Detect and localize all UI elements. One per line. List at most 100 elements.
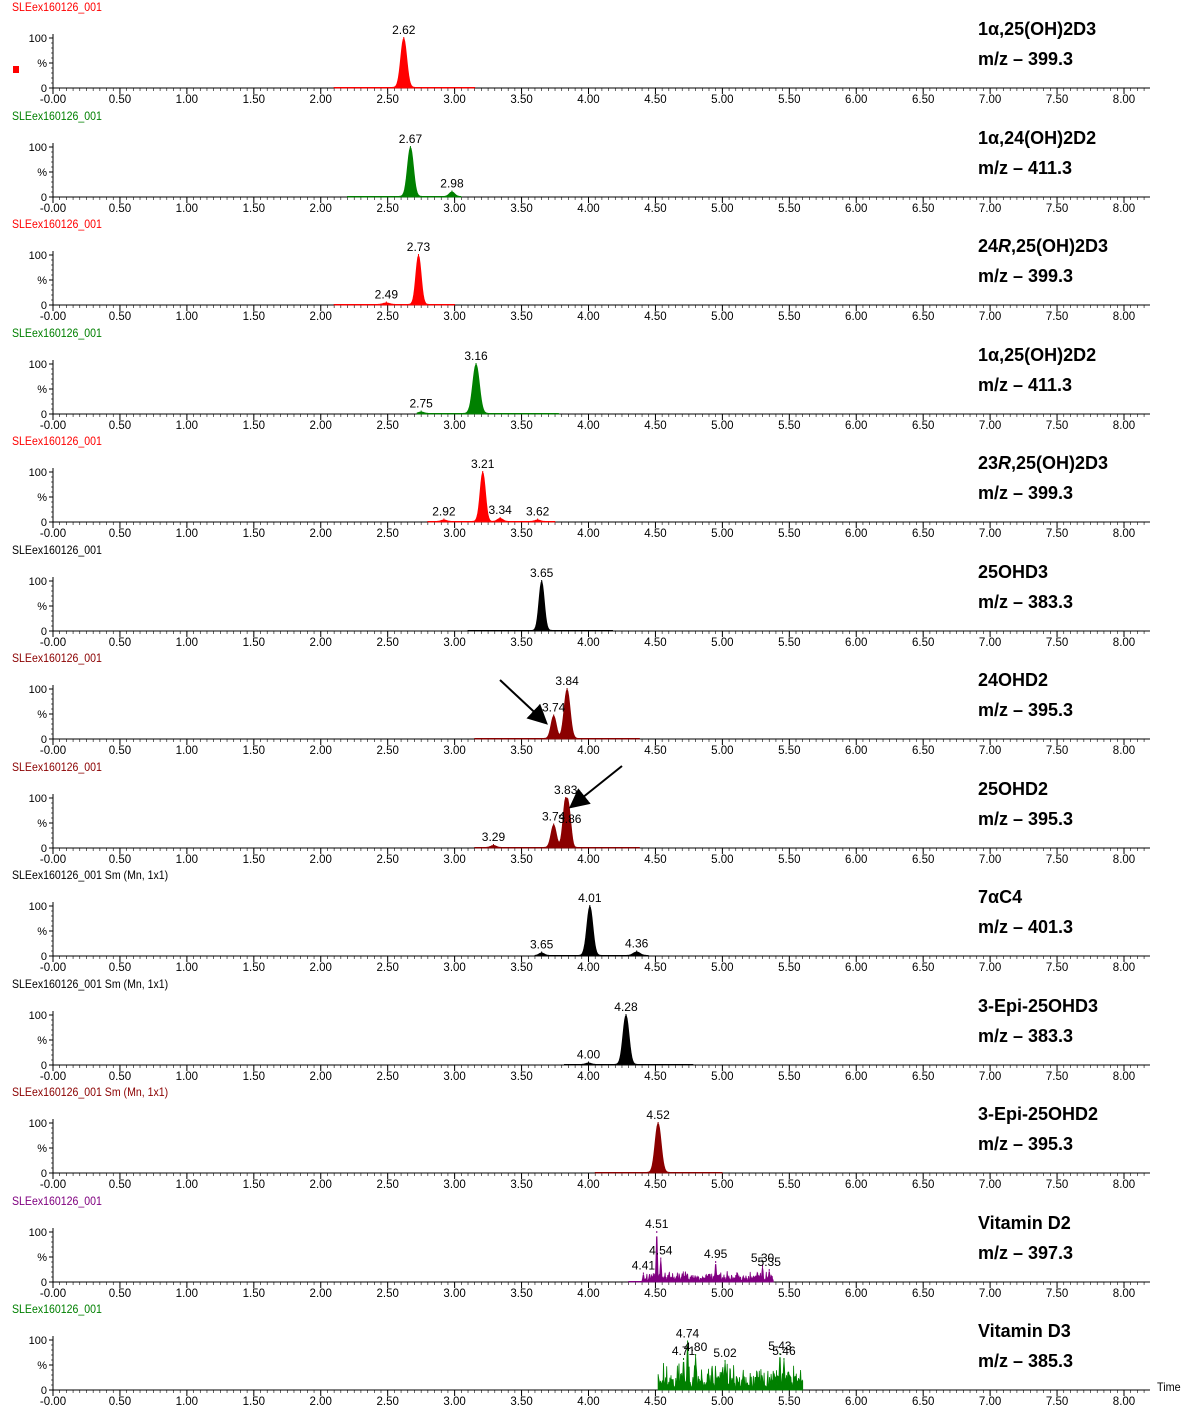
x-tick-label: 7.00 [979, 637, 1001, 649]
arrow-24ohd2 [499, 679, 548, 725]
chromatogram-panel: SLEex160126_001 24R,25(OH)2D3 m/z – 399.3 1… [0, 217, 1184, 326]
trace-series [534, 905, 650, 957]
chromatogram-panel: SLEex160126_001 23R,25(OH)2D3 m/z – 399.3 1… [0, 434, 1184, 543]
x-tick-label: -0.00 [40, 1288, 66, 1300]
peak-label: 3.74 [542, 809, 566, 823]
x-tick-label: 5.00 [711, 311, 733, 323]
x-tick-label: 3.00 [443, 311, 465, 323]
x-tick-label: 0.50 [109, 311, 131, 323]
y-tick-label: 100 [29, 1010, 47, 1022]
x-tick-label: 0.50 [109, 1071, 131, 1083]
x-tick-label: 5.50 [778, 1179, 800, 1191]
x-tick-label: 4.00 [577, 420, 599, 432]
y-tick-label: % [37, 601, 47, 613]
x-tick-label: 7.50 [1046, 637, 1068, 649]
x-tick-label: 5.50 [778, 528, 800, 540]
x-tick-label: 2.00 [310, 94, 332, 106]
mz-label: m/z – 399.3 [978, 49, 1074, 69]
y-tick-label: 100 [29, 142, 47, 154]
x-tick-label: 0.50 [109, 854, 131, 866]
y-tick-label: 0 [41, 843, 47, 855]
x-tick-label: 0.50 [109, 203, 131, 215]
x-tick-label: 7.50 [1046, 420, 1068, 432]
analyte-name: 24R,25(OH)2D3 [978, 236, 1109, 256]
y-tick-label: % [37, 58, 47, 70]
x-tick-label: 5.50 [778, 1071, 800, 1083]
peak-label: 4.41 [632, 1258, 656, 1272]
x-tick-label: 8.00 [1113, 1071, 1135, 1083]
x-tick-label: 1.00 [176, 420, 198, 432]
mz-label: m/z – 397.3 [978, 1242, 1074, 1263]
x-tick-label: -0.00 [40, 637, 66, 649]
x-tick-label: 2.50 [376, 1288, 398, 1300]
y-tick-label: % [37, 1252, 47, 1264]
x-tick-label: -0.00 [40, 854, 66, 866]
x-tick-label: 1.00 [176, 745, 198, 757]
x-tick-label: 8.00 [1113, 528, 1135, 540]
x-tick-label: 5.50 [778, 94, 800, 106]
x-tick-label: 2.00 [310, 1179, 332, 1191]
x-tick-label: 6.00 [845, 203, 867, 215]
mz-label: m/z – 383.3 [978, 1025, 1074, 1046]
x-tick-label: 1.50 [243, 854, 265, 866]
peak-label: 2.49 [375, 288, 399, 302]
peak-label: 2.62 [392, 23, 416, 37]
y-tick-label: 0 [41, 1277, 47, 1289]
y-tick-label: 0 [41, 409, 47, 421]
x-tick-label: 2.00 [310, 745, 332, 757]
x-tick-label: 7.00 [979, 745, 1001, 757]
x-tick-label: 4.00 [577, 311, 599, 323]
x-tick-label: 6.00 [845, 854, 867, 866]
y-tick-label: % [37, 275, 47, 287]
x-tick-label: 6.00 [845, 637, 867, 649]
x-tick-label: 5.00 [711, 420, 733, 432]
trace-series [474, 688, 640, 740]
panel-plot: 100% 0-0.00 0.50 1.00 1.50 2.00 2.50 3.00 3.50 4.… [29, 891, 1150, 974]
x-tick-label: 4.50 [644, 854, 666, 866]
x-tick-label: 4.50 [644, 1179, 666, 1191]
x-tick-label: 5.00 [711, 94, 733, 106]
x-tick-label: 7.50 [1046, 94, 1068, 106]
y-tick-label: 0 [41, 1168, 47, 1180]
x-tick-label: 8.00 [1113, 1396, 1135, 1408]
y-tick-label: 0 [41, 517, 47, 529]
x-tick-label: 4.00 [577, 94, 599, 106]
x-tick-label: 7.00 [979, 94, 1001, 106]
panel-plot: 100% 0-0.00 0.50 1.00 1.50 2.00 2.50 3.00 3.50 4.… [29, 1327, 1150, 1408]
peak-label: 4.28 [614, 1000, 638, 1014]
x-tick-label: -0.00 [40, 745, 66, 757]
peak-label: 3.16 [464, 349, 488, 363]
mz-label: m/z – 411.3 [978, 374, 1073, 395]
x-tick-label: 4.50 [644, 1288, 666, 1300]
x-tick-label: 2.50 [376, 962, 398, 974]
y-tick-label: % [37, 818, 47, 830]
x-tick-label: 7.50 [1046, 1071, 1068, 1083]
x-tick-label: 8.00 [1113, 854, 1135, 866]
mz-label: m/z – 395.3 [978, 1134, 1074, 1154]
x-tick-label: 3.50 [510, 1288, 532, 1300]
panel-plot: 100% 0-0.00 0.50 1.00 1.50 2.00 2.50 3.00 3.50 4.… [29, 1000, 1150, 1083]
run-label: SLEex160126_001 [12, 542, 102, 557]
peak-label: 4.74 [676, 1327, 700, 1341]
x-tick-label: 2.50 [376, 1179, 398, 1191]
x-tick-label: 5.00 [711, 1071, 733, 1083]
x-tick-label: 1.00 [176, 203, 198, 215]
mz-label: m/z – 383.3 [978, 591, 1074, 612]
x-tick-label: 1.00 [176, 94, 198, 106]
x-tick-label: 6.00 [845, 1288, 867, 1300]
x-tick-label: 7.50 [1046, 311, 1068, 323]
x-tick-label: 4.00 [577, 1071, 599, 1083]
x-tick-label: 8.00 [1113, 94, 1135, 106]
run-label: SLEex160126_001 Sm (Mn, 1x1) [12, 1085, 169, 1099]
x-tick-label: 2.50 [376, 1396, 398, 1408]
y-tick-label: % [37, 926, 47, 938]
chromatogram-panel: SLEex160126_001 1α,24(OH)2D2 m/z – 411.3 10… [0, 109, 1184, 218]
y-tick-label: % [37, 709, 47, 721]
x-tick-label: 6.50 [912, 94, 934, 106]
x-tick-label: 2.00 [310, 637, 332, 649]
x-tick-label: 5.50 [778, 745, 800, 757]
x-tick-label: 5.50 [778, 203, 800, 215]
x-tick-label: 4.50 [644, 311, 666, 323]
x-tick-label: 1.00 [176, 962, 198, 974]
x-tick-label: -0.00 [40, 528, 66, 540]
